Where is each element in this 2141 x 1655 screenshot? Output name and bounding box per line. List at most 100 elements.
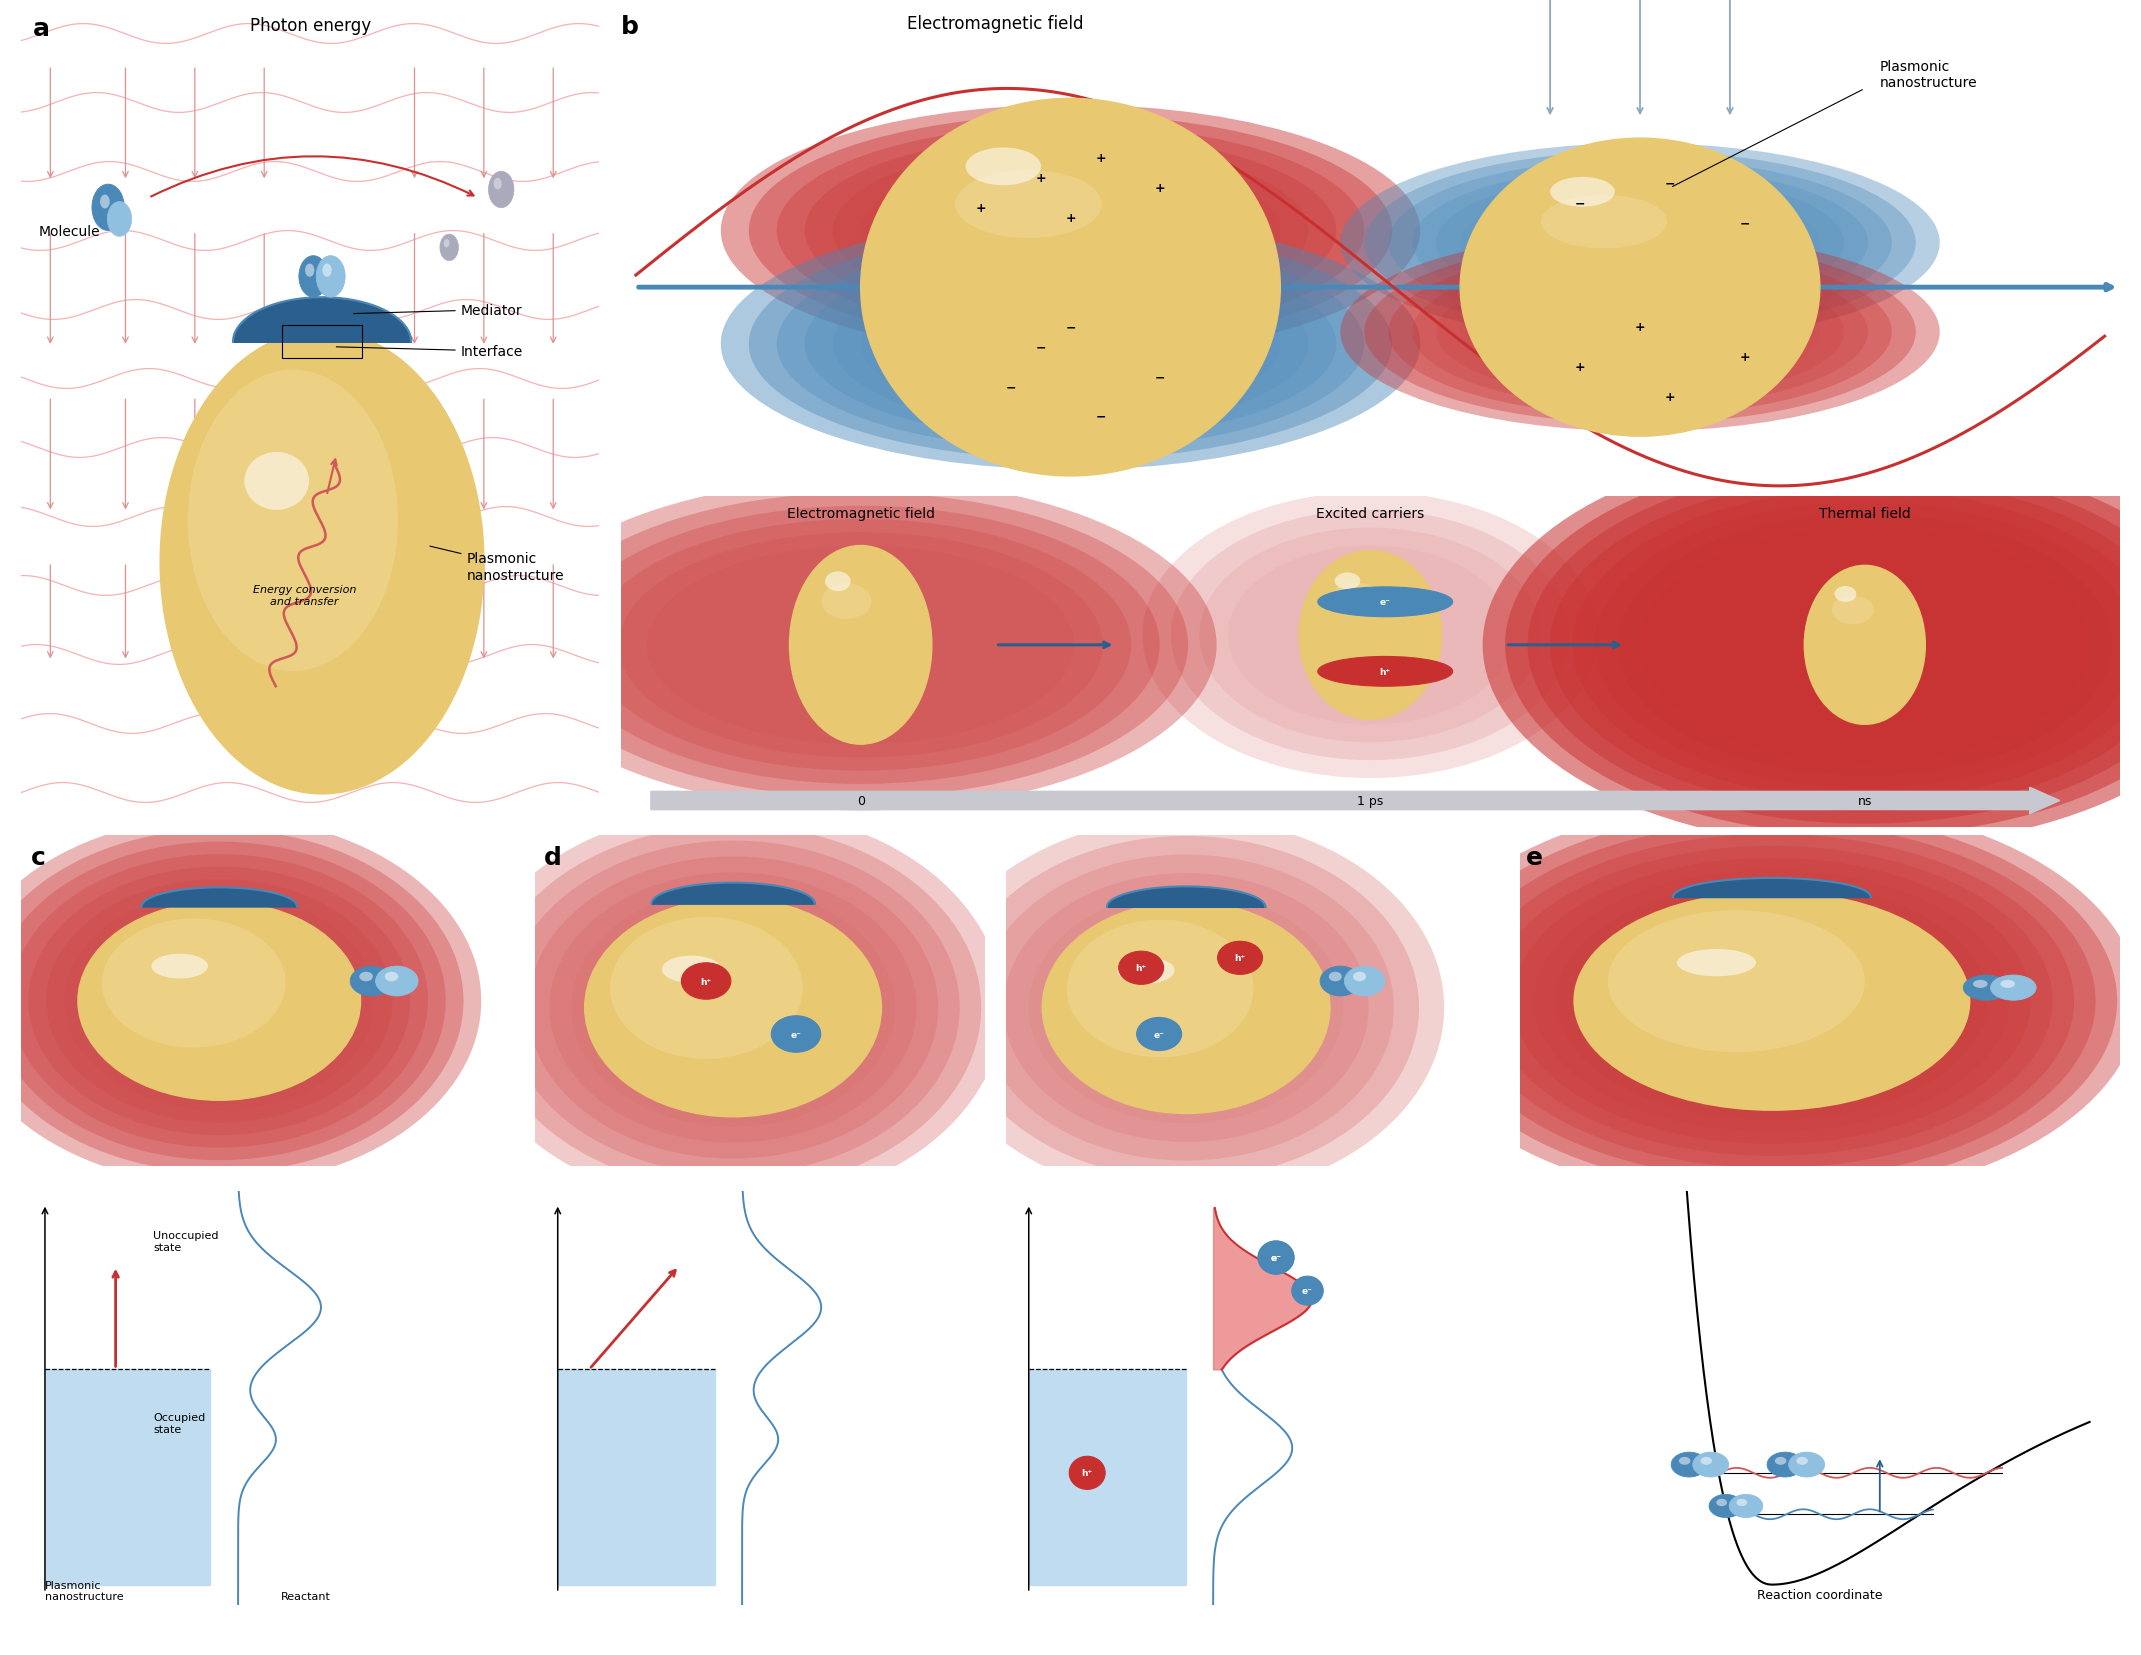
Ellipse shape <box>505 480 1216 811</box>
Ellipse shape <box>1542 195 1668 250</box>
Ellipse shape <box>1332 583 1381 614</box>
Circle shape <box>385 971 398 981</box>
Circle shape <box>1672 1453 1706 1476</box>
Ellipse shape <box>1437 265 1843 401</box>
Circle shape <box>77 902 360 1101</box>
Text: e: e <box>1527 846 1544 869</box>
Text: Interface: Interface <box>336 344 522 359</box>
Ellipse shape <box>805 136 1336 328</box>
Ellipse shape <box>1529 467 2141 824</box>
Ellipse shape <box>833 146 1308 316</box>
Text: h⁺: h⁺ <box>1081 1468 1092 1478</box>
Circle shape <box>1004 874 1368 1142</box>
Ellipse shape <box>1460 139 1820 437</box>
Ellipse shape <box>1835 586 1856 602</box>
Text: e⁻: e⁻ <box>1154 1029 1165 1039</box>
Text: Plasmonic
nanostructure: Plasmonic nanostructure <box>1880 60 1978 89</box>
Circle shape <box>300 257 328 298</box>
Circle shape <box>1291 1276 1323 1306</box>
Text: −: − <box>1666 177 1674 190</box>
Circle shape <box>2000 980 2015 988</box>
Text: +: + <box>1066 212 1075 225</box>
Ellipse shape <box>244 452 308 510</box>
Circle shape <box>0 842 445 1160</box>
Text: +: + <box>1666 391 1674 404</box>
Text: Electromagnetic field: Electromagnetic field <box>908 15 1083 33</box>
Text: Energy conversion
and transfer: Energy conversion and transfer <box>253 584 355 607</box>
Ellipse shape <box>1387 161 1893 326</box>
Circle shape <box>1766 1453 1803 1476</box>
Text: −: − <box>1096 410 1105 424</box>
Circle shape <box>375 967 417 996</box>
Circle shape <box>1991 975 2036 1001</box>
Ellipse shape <box>1460 273 1820 392</box>
Ellipse shape <box>861 156 1280 306</box>
Ellipse shape <box>824 573 850 592</box>
Circle shape <box>1259 1241 1293 1274</box>
Ellipse shape <box>619 533 1103 758</box>
Circle shape <box>1043 902 1330 1114</box>
Text: 1 ps: 1 ps <box>1357 794 1383 808</box>
Text: e⁻: e⁻ <box>1302 1286 1312 1296</box>
Text: c: c <box>30 846 45 869</box>
Ellipse shape <box>1340 233 1940 432</box>
Circle shape <box>1788 1453 1824 1476</box>
Ellipse shape <box>1805 566 1925 725</box>
Circle shape <box>1700 1456 1713 1465</box>
Ellipse shape <box>1482 444 2141 847</box>
Circle shape <box>0 829 462 1173</box>
Text: −: − <box>1006 381 1015 394</box>
Ellipse shape <box>777 238 1364 450</box>
Text: +: + <box>1036 172 1045 185</box>
Ellipse shape <box>152 953 208 978</box>
Text: 0: 0 <box>856 794 865 808</box>
Text: e⁻: e⁻ <box>1270 1253 1282 1263</box>
Ellipse shape <box>1334 573 1360 589</box>
Circle shape <box>103 919 285 1048</box>
Ellipse shape <box>561 506 1160 784</box>
Circle shape <box>1259 1241 1293 1274</box>
Text: −: − <box>1741 217 1749 230</box>
FancyArrow shape <box>651 788 2060 814</box>
Circle shape <box>360 971 373 981</box>
Text: +: + <box>1741 351 1749 364</box>
Text: +: + <box>976 202 985 215</box>
Ellipse shape <box>1118 958 1175 985</box>
Circle shape <box>317 257 345 298</box>
Circle shape <box>11 854 428 1149</box>
Text: Reactant: Reactant <box>280 1590 330 1602</box>
Circle shape <box>1679 1456 1691 1465</box>
Text: Photon energy: Photon energy <box>250 17 370 35</box>
Circle shape <box>1218 942 1263 975</box>
Ellipse shape <box>1831 596 1873 626</box>
Text: b: b <box>621 15 638 38</box>
Ellipse shape <box>1199 528 1542 743</box>
Text: +: + <box>1156 182 1165 195</box>
Ellipse shape <box>1640 526 2090 765</box>
Text: +: + <box>1636 321 1644 334</box>
Ellipse shape <box>1676 950 1756 976</box>
Ellipse shape <box>1413 167 1867 319</box>
Text: −: − <box>1576 197 1584 210</box>
Ellipse shape <box>822 584 871 619</box>
Ellipse shape <box>861 270 1280 420</box>
Circle shape <box>306 265 315 278</box>
Circle shape <box>1469 834 2075 1168</box>
Circle shape <box>1796 1456 1807 1465</box>
Ellipse shape <box>1550 177 1614 207</box>
Ellipse shape <box>790 546 931 745</box>
Circle shape <box>1775 1456 1786 1465</box>
Ellipse shape <box>1571 490 2141 801</box>
Ellipse shape <box>1595 503 2135 788</box>
Circle shape <box>443 240 450 248</box>
Text: e⁻: e⁻ <box>1270 1253 1282 1263</box>
Circle shape <box>92 185 124 232</box>
Text: −: − <box>1036 341 1045 354</box>
Circle shape <box>495 179 501 190</box>
Ellipse shape <box>861 99 1280 477</box>
Ellipse shape <box>1364 242 1916 424</box>
Circle shape <box>1963 975 2008 1001</box>
Ellipse shape <box>1413 257 1867 409</box>
Ellipse shape <box>533 493 1188 798</box>
Ellipse shape <box>1460 184 1820 303</box>
